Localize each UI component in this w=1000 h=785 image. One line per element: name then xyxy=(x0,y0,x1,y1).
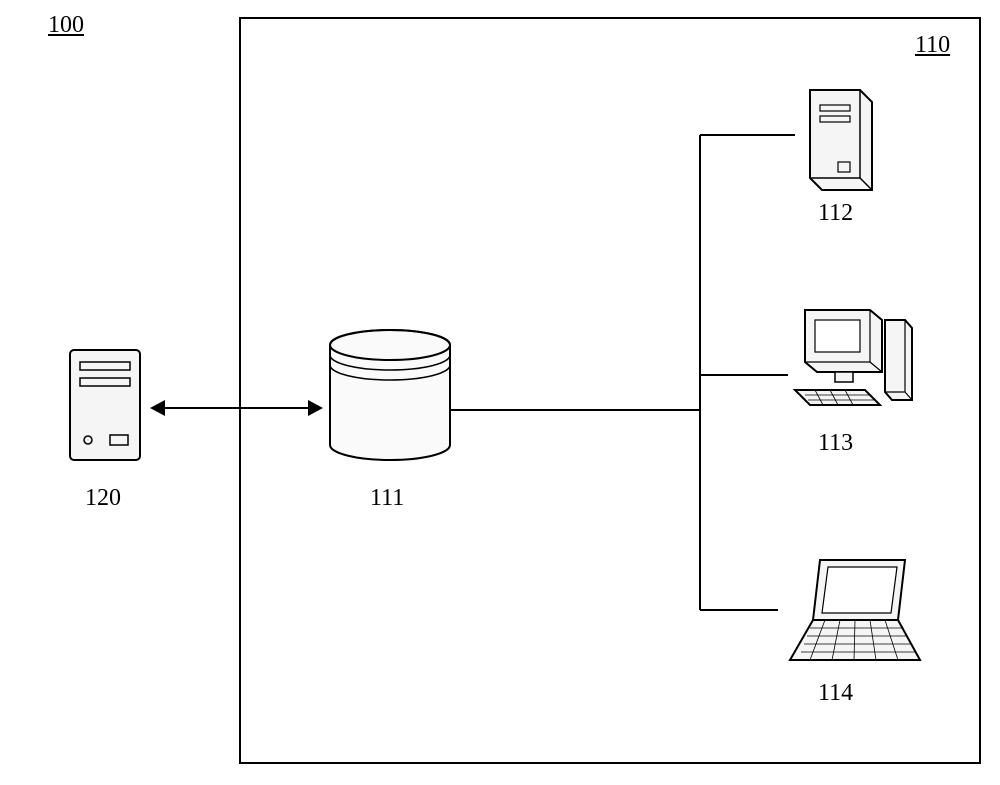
laptop-label: 114 xyxy=(818,680,853,707)
laptop-icon xyxy=(0,0,1000,785)
diagram-canvas: 100 110 120 111 xyxy=(0,0,1000,785)
